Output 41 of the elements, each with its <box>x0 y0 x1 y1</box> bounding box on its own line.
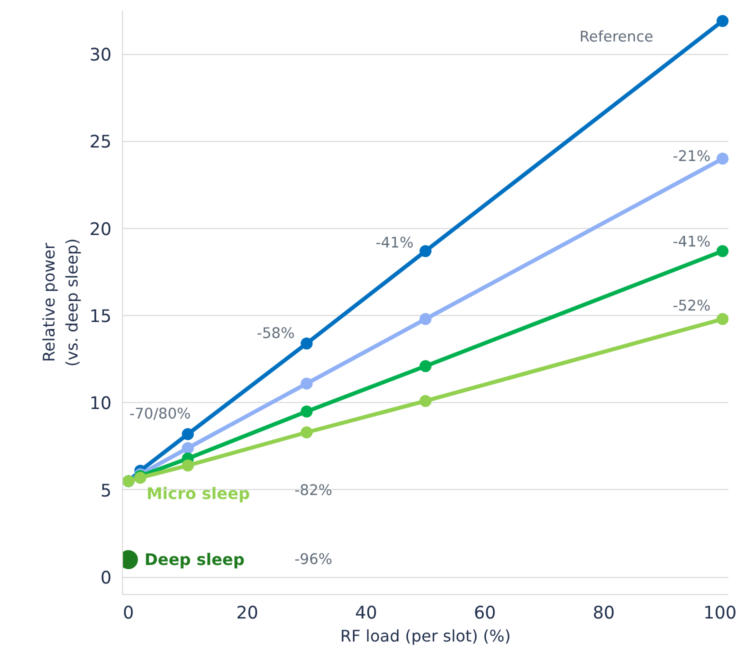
point <box>300 337 313 350</box>
point <box>300 378 313 390</box>
y-tick-label: 30 <box>89 46 112 66</box>
point <box>182 428 194 440</box>
annotation: -58% <box>256 324 295 342</box>
y-tick-label: 10 <box>89 394 112 414</box>
y-tick-label: 20 <box>89 220 112 240</box>
point <box>420 313 432 326</box>
y-tick-label: 0 <box>100 568 112 589</box>
y-tick-label: 15 <box>89 307 112 328</box>
annotation: -21% <box>672 148 711 166</box>
point <box>182 442 194 454</box>
series-label: Micro sleep <box>146 484 250 504</box>
annotation: -52% <box>672 298 711 315</box>
y-axis-title: Relative power (vs. deep sleep) <box>40 238 82 367</box>
annotation: -82% <box>294 482 332 500</box>
annotation: -41% <box>376 234 414 252</box>
point <box>300 426 313 438</box>
x-tick-label: 0 <box>122 604 134 624</box>
x-tick-label: 40 <box>355 604 378 624</box>
series-label: Deep sleep <box>144 550 245 570</box>
annotation: Reference <box>579 28 654 46</box>
x-tick-label: 60 <box>474 604 496 624</box>
point <box>716 313 728 326</box>
annotation: -41% <box>672 234 711 251</box>
point <box>420 360 432 372</box>
point <box>716 152 728 165</box>
point <box>716 245 728 258</box>
point <box>420 395 432 407</box>
point <box>420 245 432 258</box>
x-axis-title: RF load (per slot) (%) <box>340 626 511 646</box>
x-tick-label: 100 <box>703 604 736 624</box>
x-tick-label: 20 <box>236 604 258 624</box>
annotation: -70/80% <box>129 406 191 423</box>
point <box>716 14 728 27</box>
y-tick-label: 25 <box>89 132 112 153</box>
y-tick-label: 5 <box>100 481 112 502</box>
point <box>182 460 194 472</box>
point <box>300 405 313 418</box>
annotation: -96% <box>294 550 332 568</box>
x-tick-label: 80 <box>592 604 615 624</box>
